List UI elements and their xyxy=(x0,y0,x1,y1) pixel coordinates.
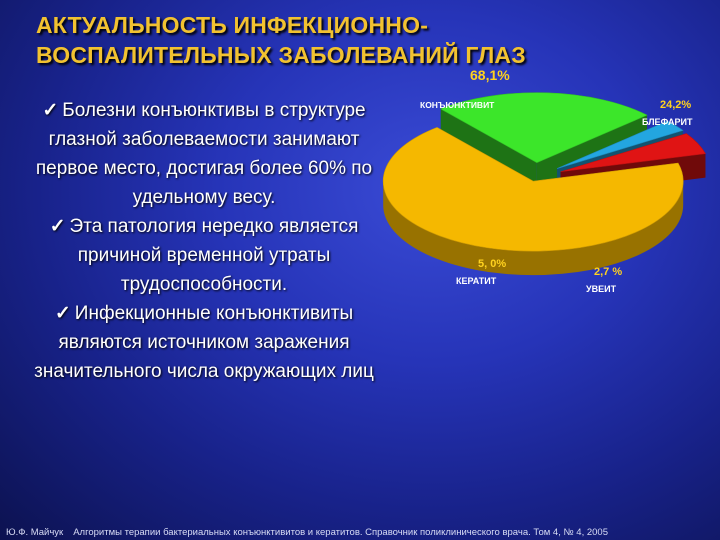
pie-chart-svg: 68,1% КОНЪЮНКТИВИТ 24,2% БЛЕФАРИТ 2,7 % УВЕИТ… xyxy=(382,70,706,294)
checkmark-icon: ✓ xyxy=(49,216,66,237)
bullet-item: ✓ Болезни конъюнктивы в структуре глазной… xyxy=(18,96,390,212)
bullet-item: ✓ Эта патология нередко является причиной… xyxy=(18,212,390,299)
value-label-увеит: 2,7 % xyxy=(594,266,622,278)
footer-author: Ю.Ф. Майчук xyxy=(6,527,64,538)
pie-slice-конъюнктивит xyxy=(382,127,684,276)
category-label-увеит: УВЕИТ xyxy=(586,284,617,294)
bullet-text: Болезни конъюнктивы в структуре глазной … xyxy=(35,100,373,208)
pie-chart: 68,1% КОНЪЮНКТИВИТ 24,2% БЛЕФАРИТ 2,7 % УВЕИТ… xyxy=(360,70,720,310)
slide-title: АКТУАЛЬНОСТЬ ИНФЕКЦИОННО- ВОСПАЛИТЕЛЬНЫХ… xyxy=(36,10,676,70)
bullet-text: Инфекционные конъюнктивиты являются исто… xyxy=(34,303,374,382)
value-label-кератит: 5, 0% xyxy=(478,258,506,270)
title-line-2: ВОСПАЛИТЕЛЬНЫХ ЗАБОЛЕВАНИЙ ГЛАЗ xyxy=(36,42,526,68)
category-label-блефарит: БЛЕФАРИТ xyxy=(642,117,693,127)
checkmark-icon: ✓ xyxy=(54,303,71,324)
bullet-item: ✓ Инфекционные конъюнктивиты являются ист… xyxy=(18,299,390,386)
category-label-конъюнктивит: КОНЪЮНКТИВИТ xyxy=(420,100,495,110)
value-label-блефарит: 24,2% xyxy=(660,99,691,111)
value-label-конъюнктивит: 68,1% xyxy=(470,70,510,83)
bullet-text: Эта патология нередко является причиной … xyxy=(69,216,359,295)
bullet-list: ✓ Болезни конъюнктивы в структуре глазной… xyxy=(18,96,390,386)
footer-source: Алгоритмы терапии бактериальных конъюнкт… xyxy=(73,527,608,538)
title-line-1: АКТУАЛЬНОСТЬ ИНФЕКЦИОННО- xyxy=(36,12,429,38)
footer-citation: Ю.Ф. Майчук Алгоритмы терапии бактериальн… xyxy=(6,527,718,538)
category-label-кератит: КЕРАТИТ xyxy=(456,276,497,286)
checkmark-icon: ✓ xyxy=(42,100,59,121)
